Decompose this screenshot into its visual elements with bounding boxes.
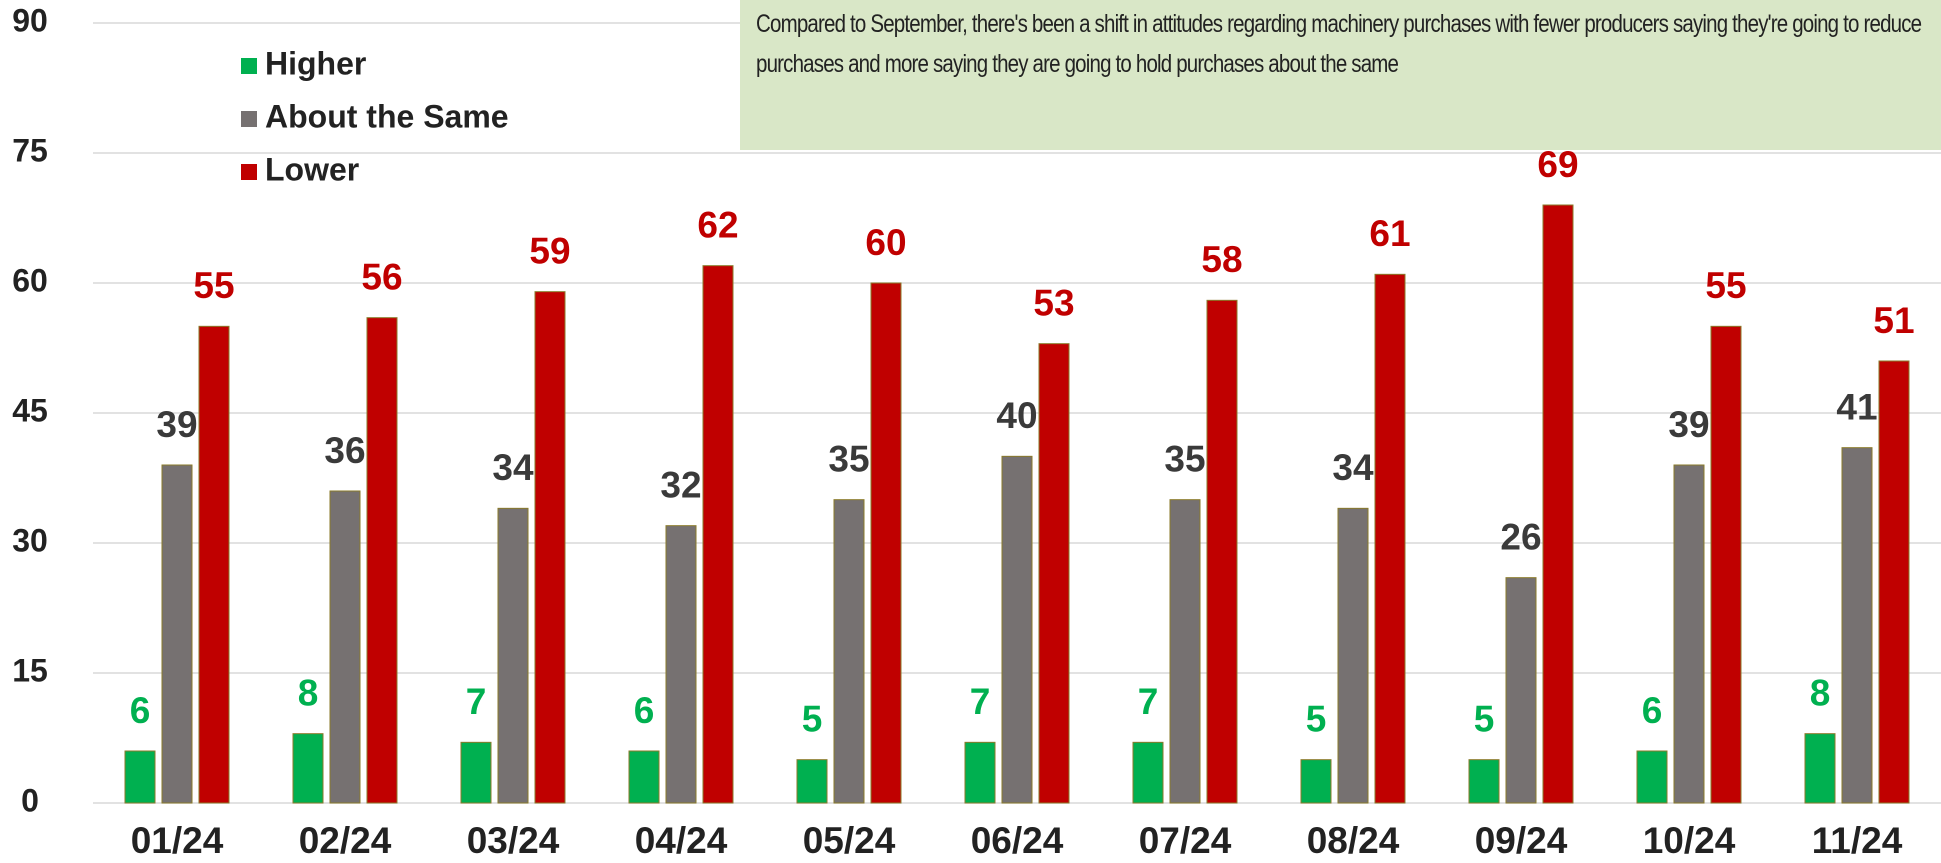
bar (1804, 733, 1836, 804)
data-label: 7 (970, 681, 991, 722)
data-label: 7 (1138, 681, 1159, 722)
data-label: 5 (1474, 698, 1495, 739)
bar (1505, 577, 1537, 804)
x-tick-label: 03/24 (467, 820, 560, 861)
annotation-box (740, 0, 1941, 150)
data-label: 55 (1705, 265, 1746, 306)
data-label: 56 (361, 256, 402, 297)
y-tick-label: 15 (12, 652, 48, 688)
data-label: 6 (130, 690, 151, 731)
data-label: 41 (1836, 386, 1877, 427)
data-label: 69 (1537, 144, 1578, 185)
bar (870, 282, 902, 804)
bar (1038, 343, 1070, 804)
y-tick-label: 30 (12, 522, 48, 558)
bar (329, 490, 361, 804)
data-label: 8 (298, 672, 319, 713)
data-label: 6 (634, 690, 655, 731)
data-label: 53 (1033, 282, 1074, 323)
bar (1878, 360, 1910, 804)
data-label: 35 (828, 438, 869, 479)
bar (1636, 750, 1668, 804)
annotation-container: Compared to September, there's been a sh… (756, 10, 1922, 78)
bar (460, 741, 492, 804)
legend-label: Higher (265, 45, 366, 81)
data-label: 8 (1810, 672, 1831, 713)
data-label: 61 (1369, 213, 1410, 254)
bar (1206, 299, 1238, 804)
data-label: 60 (865, 222, 906, 263)
y-tick-label: 45 (12, 392, 48, 428)
data-label: 51 (1873, 300, 1914, 341)
bar (161, 464, 193, 804)
data-label: 39 (156, 404, 197, 445)
legend-label: Lower (265, 151, 359, 187)
data-label: 62 (697, 204, 738, 245)
data-label: 58 (1201, 239, 1242, 280)
y-tick-label: 60 (12, 262, 48, 298)
data-label: 34 (492, 447, 534, 488)
bar (1169, 499, 1201, 804)
y-tick-label: 90 (12, 2, 48, 38)
x-tick-label: 05/24 (803, 820, 896, 861)
data-label: 5 (1306, 698, 1327, 739)
bar (665, 525, 697, 804)
data-label: 26 (1500, 516, 1541, 557)
x-tick-label: 04/24 (635, 820, 728, 861)
data-label: 40 (996, 395, 1037, 436)
x-tick-label: 07/24 (1139, 820, 1232, 861)
legend-swatch (241, 164, 257, 180)
x-tick-label: 02/24 (299, 820, 392, 861)
data-label: 59 (529, 230, 570, 271)
bar (366, 317, 398, 804)
x-tick-label: 08/24 (1307, 820, 1400, 861)
bar (1710, 325, 1742, 804)
legend-label: About the Same (265, 98, 509, 134)
bar (796, 759, 828, 804)
bar (964, 741, 996, 804)
bar (198, 325, 230, 804)
data-label: 35 (1164, 438, 1205, 479)
y-tick-label: 75 (12, 132, 48, 168)
legend-swatch (241, 111, 257, 127)
annotation: Compared to September, there's been a sh… (756, 10, 1922, 78)
bar (534, 291, 566, 804)
bar (1300, 759, 1332, 804)
bar (497, 507, 529, 804)
data-label: 34 (1332, 447, 1374, 488)
bar (833, 499, 865, 804)
bar (124, 750, 156, 804)
data-label: 36 (324, 430, 365, 471)
bar (628, 750, 660, 804)
data-label: 39 (1668, 404, 1709, 445)
data-label: 7 (466, 681, 487, 722)
bar (1001, 455, 1033, 804)
x-tick-label: 09/24 (1475, 820, 1568, 861)
bar (1468, 759, 1500, 804)
x-tick-label: 10/24 (1643, 820, 1736, 861)
data-label: 32 (660, 464, 701, 505)
bar (702, 265, 734, 804)
bar (1542, 204, 1574, 804)
bar (1841, 447, 1873, 804)
x-tick-label: 06/24 (971, 820, 1064, 861)
x-tick-label: 11/24 (1812, 820, 1903, 861)
y-tick-label: 0 (21, 782, 39, 818)
bar (1132, 741, 1164, 804)
bar (1337, 507, 1369, 804)
data-label: 6 (1642, 690, 1663, 731)
x-tick-label: 01/24 (131, 820, 224, 861)
bar (292, 733, 324, 804)
data-label: 5 (802, 698, 823, 739)
data-label: 55 (193, 265, 234, 306)
legend-swatch (241, 58, 257, 74)
bar (1673, 464, 1705, 804)
bar (1374, 273, 1406, 804)
